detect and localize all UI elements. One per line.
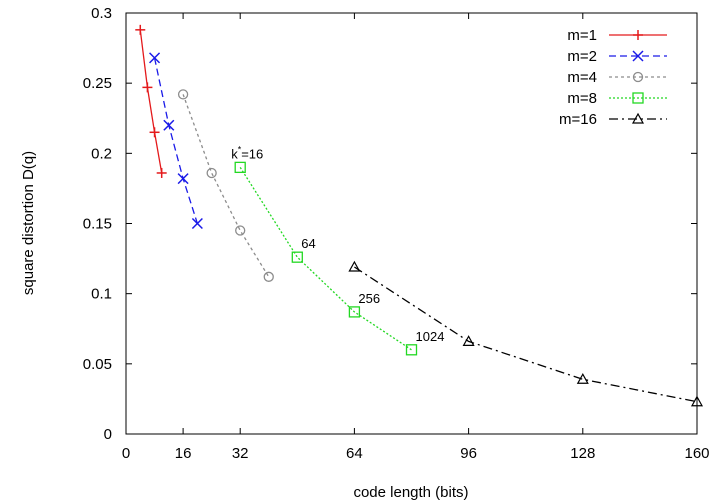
series-line-m-16 [354,266,698,403]
legend-label-m-2: m=2 [567,48,597,65]
data-point-m-2 [191,217,203,230]
legend-marker-m-8 [632,92,644,104]
series-line-m-1 [139,29,163,174]
data-point-m-1 [149,127,160,138]
y-tick-label: 0.15 [83,216,112,233]
legend-marker-m-4 [632,71,644,83]
data-point-m-8 [405,344,418,356]
y-tick-label: 0.3 [91,5,112,22]
point-annotations: k*=16 64 256 1024 [231,144,444,343]
data-point-m-16 [576,373,589,384]
data-point-m-8 [291,251,303,263]
annotation-label: 64 [301,236,315,251]
legend-marker-m-2 [632,50,644,62]
data-point-m-1 [156,167,167,178]
y-tick-label: 0.05 [83,356,112,373]
series-line-m-2 [153,57,198,224]
plot-frame [125,12,698,435]
x-tick-label: 32 [232,445,249,462]
legend-label-m-16: m=16 [559,111,597,128]
series-line-m-8 [239,167,412,351]
annotation-label: 1024 [416,329,445,344]
y-tick-label: 0.2 [91,145,112,162]
data-series [135,24,704,407]
axis-ticks: 0 16 32 64 96 128 160 0 0.05 0.1 0.15 0.2 0.25 0.3 [83,5,710,462]
data-point-m-8 [234,161,246,174]
legend: m=1 m=2 m=4 m=8 m=16 [559,27,667,128]
y-axis-label: square distortion D(q) [20,151,37,295]
legend-label-m-4: m=4 [567,69,597,86]
x-tick-label: 96 [460,445,477,462]
legend-label-m-1: m=1 [567,27,597,44]
legend-marker-m-1 [633,30,643,40]
data-point-m-8 [348,306,361,318]
x-tick-label: 16 [175,445,192,462]
data-point-m-16 [690,395,704,407]
data-point-m-16 [462,335,475,346]
data-point-m-2 [163,119,175,131]
data-point-m-1 [135,24,146,35]
x-tick-label: 128 [570,445,595,462]
y-tick-label: 0.25 [83,75,112,92]
series-line-m-4 [182,94,270,278]
data-point-m-4 [206,167,217,179]
data-point-m-16 [348,260,361,272]
x-tick-label: 64 [346,445,363,462]
y-tick-label: 0.1 [91,286,112,303]
y-tick-label: 0 [104,426,112,443]
data-point-m-4 [177,89,189,100]
x-axis-label: code length (bits) [353,484,468,501]
data-point-m-1 [142,82,153,93]
data-point-m-4 [263,271,274,282]
x-tick-label: 0 [122,445,130,462]
data-point-m-2 [177,173,189,185]
data-point-m-4 [235,225,246,236]
annotation-label: k*=16 [231,144,263,161]
annotation-label: 256 [358,291,380,306]
legend-label-m-8: m=8 [567,90,597,107]
legend-marker-m-16 [631,112,645,124]
data-point-m-2 [149,52,161,64]
x-tick-label: 160 [684,445,709,462]
